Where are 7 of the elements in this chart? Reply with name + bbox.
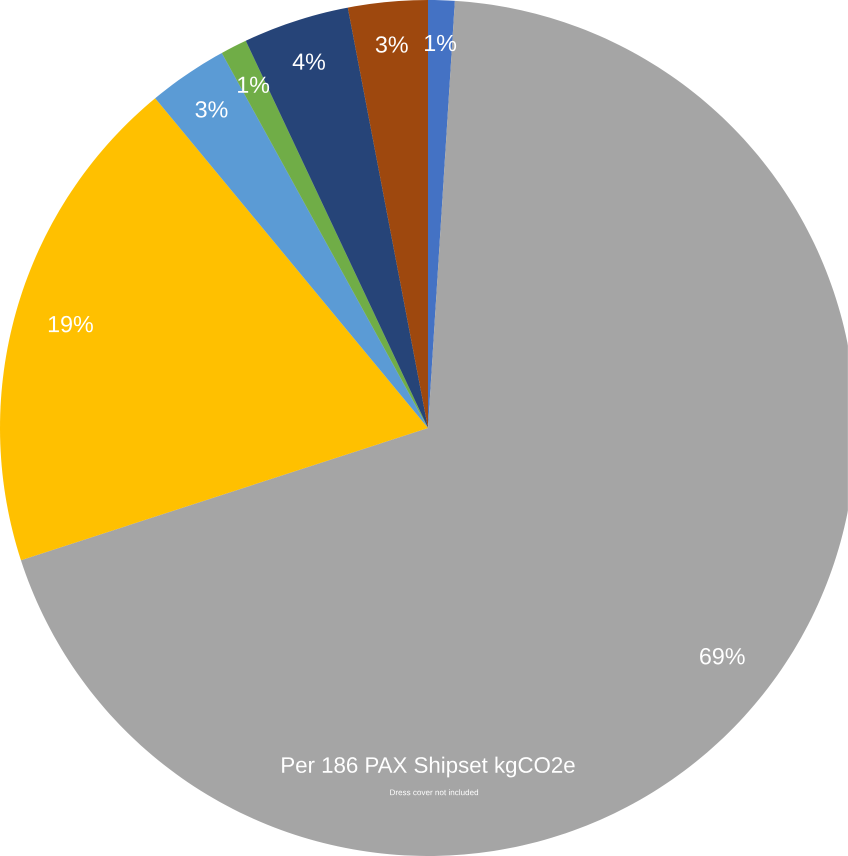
data-label: 3% — [376, 36, 408, 53]
text: Per 186 PAX Shipset kgCO2e — [282, 756, 575, 778]
data-label: 4% — [292, 54, 326, 70]
data-label: 3% — [196, 101, 228, 118]
text: Dress cover not included — [390, 789, 478, 796]
data-label: 19% — [48, 316, 93, 332]
data-label: 69% — [700, 648, 745, 664]
